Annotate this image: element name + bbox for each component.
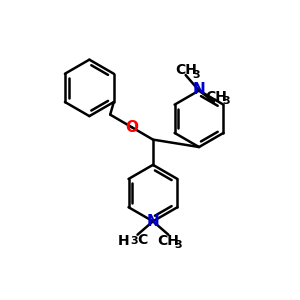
Text: CH: CH	[175, 63, 197, 77]
Text: N: N	[193, 82, 206, 98]
Text: C: C	[138, 233, 148, 247]
Text: CH: CH	[157, 234, 179, 248]
Text: O: O	[125, 120, 138, 135]
Text: 3: 3	[174, 240, 182, 250]
Text: 3: 3	[192, 70, 200, 80]
Text: 3: 3	[222, 96, 230, 106]
Text: N: N	[147, 214, 159, 230]
Text: CH: CH	[205, 89, 227, 103]
Text: H: H	[118, 234, 129, 248]
Text: 3: 3	[130, 236, 137, 246]
